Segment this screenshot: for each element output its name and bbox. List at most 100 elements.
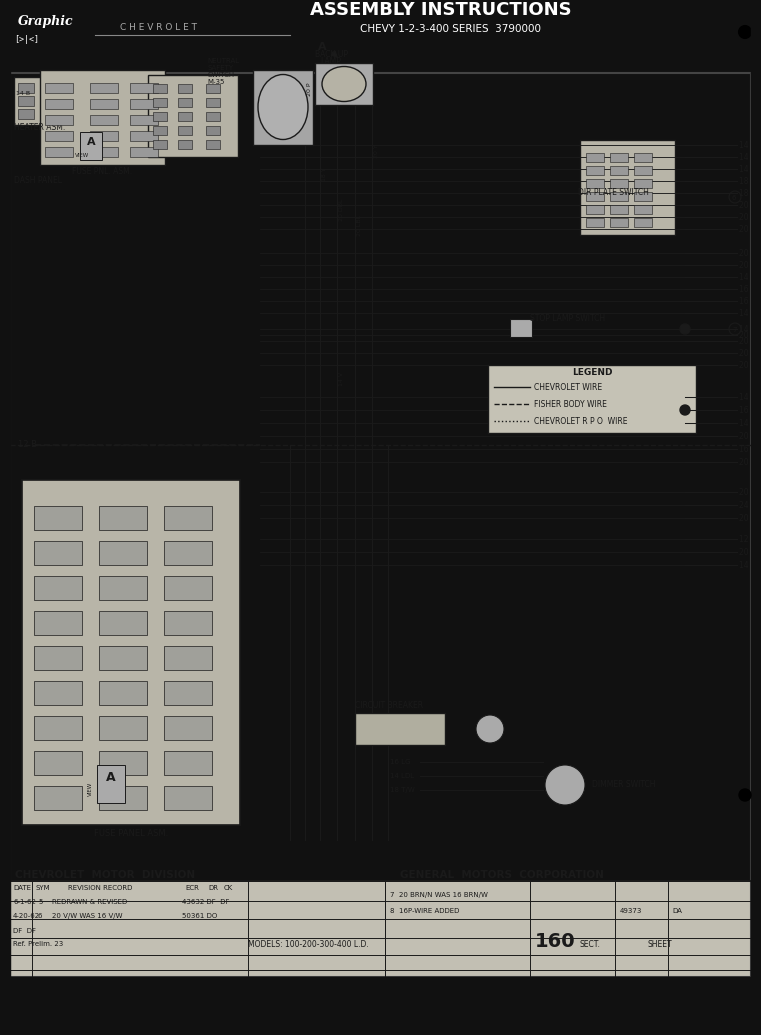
Text: 20 DG: 20 DG [739, 459, 761, 467]
Text: FUSE PANEL ASM.: FUSE PANEL ASM. [94, 829, 168, 838]
Bar [634, 193, 652, 201]
Bar [0, 977, 761, 1035]
Bar [18, 83, 34, 93]
Text: 14 V: 14 V [339, 372, 344, 386]
Text: BACK UP: BACK UP [315, 50, 348, 59]
Bar [99, 611, 147, 635]
Bar [164, 751, 212, 775]
Text: SYM: SYM [36, 885, 51, 891]
Text: ASSEMBLY INSTRUCTIONS: ASSEMBLY INSTRUCTIONS [310, 1, 572, 19]
Bar [99, 716, 147, 740]
Text: 20 V/W WAS 16 V/W: 20 V/W WAS 16 V/W [52, 913, 123, 919]
Bar [178, 98, 192, 107]
Ellipse shape [322, 66, 366, 101]
Circle shape [680, 405, 690, 415]
Text: 14 B: 14 B [16, 91, 30, 96]
Bar [164, 716, 212, 740]
Bar [586, 179, 604, 188]
Bar [634, 153, 652, 162]
Text: A: A [107, 771, 116, 783]
Bar [634, 218, 652, 227]
Bar [90, 147, 118, 157]
Text: 14 LBL: 14 LBL [739, 393, 761, 402]
Bar [34, 681, 82, 705]
Bar [206, 98, 220, 107]
Bar [99, 681, 147, 705]
Bar [610, 205, 628, 214]
Text: 14 LDL: 14 LDL [390, 773, 414, 779]
Bar [148, 75, 238, 157]
Text: 8  16P-WIRE ADDED: 8 16P-WIRE ADDED [390, 908, 460, 914]
Bar [45, 83, 73, 93]
Text: 20 BRN: 20 BRN [739, 514, 761, 523]
Text: 16 LG: 16 LG [390, 759, 410, 765]
Circle shape [545, 765, 585, 805]
Bar [586, 153, 604, 162]
Bar [18, 96, 34, 106]
Text: VIEW: VIEW [75, 153, 89, 158]
Text: 20 LG: 20 LG [739, 548, 761, 557]
Text: 20 T: 20 T [739, 225, 756, 234]
Bar [586, 205, 604, 214]
Bar [178, 126, 192, 135]
Text: CHEVROLET  MOTOR  DIVISION: CHEVROLET MOTOR DIVISION [15, 870, 195, 880]
Bar [153, 140, 167, 149]
Text: HEATER ASM.: HEATER ASM. [14, 123, 65, 132]
Text: DATE: DATE [13, 885, 31, 891]
Bar [45, 99, 73, 109]
Text: 20 Y: 20 Y [374, 144, 379, 158]
Text: DASH PANEL: DASH PANEL [14, 176, 62, 185]
Bar [586, 218, 604, 227]
Text: 24 BRN-W: 24 BRN-W [739, 501, 761, 510]
Bar [634, 205, 652, 214]
Bar [99, 541, 147, 565]
Circle shape [739, 26, 751, 38]
Text: 50361 DO: 50361 DO [182, 913, 217, 919]
Text: FISHER BODY WIRE: FISHER BODY WIRE [534, 400, 607, 409]
Text: DF  DF: DF DF [13, 928, 36, 934]
Bar [45, 147, 73, 157]
Circle shape [739, 789, 751, 801]
Text: 6: 6 [38, 913, 43, 919]
Text: Graphic: Graphic [18, 14, 74, 28]
Text: SAFETY: SAFETY [207, 65, 233, 71]
Bar [178, 112, 192, 121]
Text: 18 DBL: 18 DBL [739, 177, 761, 186]
Bar [130, 115, 158, 125]
Text: 20 V/W: 20 V/W [739, 261, 761, 270]
Bar [488, 365, 696, 433]
Text: NEUTRAL: NEUTRAL [207, 58, 239, 64]
Text: 16 B/W: 16 B/W [739, 445, 761, 454]
Text: VIEW: VIEW [88, 781, 93, 796]
Bar [99, 506, 147, 530]
Text: DA: DA [672, 908, 682, 914]
Circle shape [476, 715, 504, 743]
Bar [90, 115, 118, 125]
Text: 18 T/W: 18 T/W [390, 787, 415, 793]
Text: [>|<]: [>|<] [14, 35, 39, 45]
Text: MODELS: 100-200-300-400 L.D.: MODELS: 100-200-300-400 L.D. [248, 940, 369, 949]
Text: A: A [87, 137, 95, 147]
Circle shape [680, 324, 690, 334]
Bar [586, 193, 604, 201]
Text: CHEVROLET WIRE: CHEVROLET WIRE [534, 383, 602, 392]
Text: 18 Y: 18 Y [322, 168, 327, 181]
Text: 20 V: 20 V [739, 487, 756, 497]
Text: REVISION RECORD: REVISION RECORD [68, 885, 132, 891]
Bar [510, 319, 532, 337]
Bar [10, 881, 751, 977]
Text: 18 LBL: 18 LBL [739, 189, 761, 198]
Bar [206, 112, 220, 121]
Bar [164, 646, 212, 670]
Bar [206, 84, 220, 93]
Bar [315, 63, 373, 105]
Bar [130, 131, 158, 141]
Bar [610, 193, 628, 201]
Bar [586, 166, 604, 175]
Text: 14 BRN: 14 BRN [739, 309, 761, 318]
Bar [34, 576, 82, 600]
Text: LAMP: LAMP [320, 57, 341, 66]
Bar [580, 140, 675, 235]
Text: SHEET: SHEET [648, 940, 673, 949]
Bar [164, 611, 212, 635]
